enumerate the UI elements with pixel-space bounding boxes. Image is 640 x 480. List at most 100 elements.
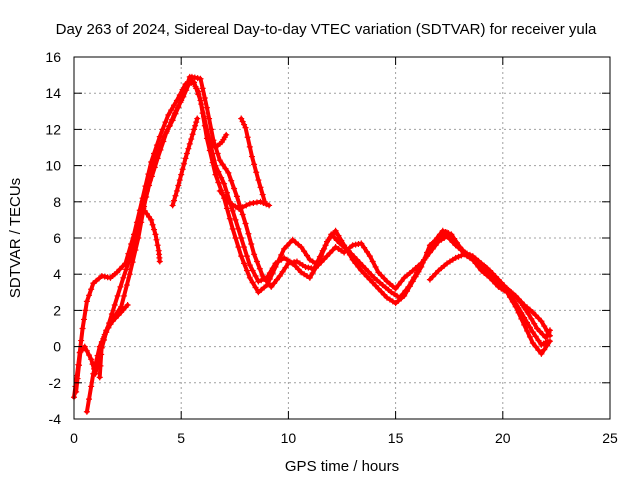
- data-point: [239, 211, 246, 218]
- data-point: [201, 113, 208, 120]
- data-point: [512, 300, 519, 307]
- data-point: [535, 337, 542, 344]
- data-point: [428, 244, 435, 251]
- data-point: [100, 335, 107, 342]
- data-point: [518, 309, 525, 316]
- data-point: [546, 327, 553, 334]
- data-point: [221, 180, 228, 187]
- data-point: [233, 193, 240, 200]
- data-point: [352, 260, 359, 267]
- data-point: [116, 266, 123, 273]
- data-point: [162, 119, 169, 126]
- data-point: [239, 118, 246, 125]
- data-point: [114, 292, 121, 299]
- data-point: [529, 339, 536, 346]
- data-point: [354, 256, 361, 263]
- data-point: [466, 253, 473, 260]
- series-track-10: [426, 251, 551, 348]
- data-point: [235, 225, 242, 232]
- data-point: [86, 292, 93, 299]
- data-point: [166, 123, 173, 130]
- data-point: [524, 319, 531, 326]
- data-point: [119, 263, 126, 270]
- data-point: [358, 267, 365, 274]
- data-point: [532, 343, 539, 350]
- data-point: [88, 356, 95, 363]
- data-series: [71, 73, 553, 415]
- series-line: [97, 303, 130, 380]
- data-point: [79, 325, 86, 332]
- data-point: [83, 298, 90, 305]
- y-tick-label: -4: [49, 411, 62, 427]
- data-point: [199, 85, 206, 92]
- data-point: [228, 177, 235, 184]
- data-point: [261, 198, 268, 205]
- data-point: [222, 195, 229, 202]
- series-line: [239, 116, 267, 204]
- data-point: [375, 285, 382, 292]
- data-point: [163, 130, 170, 137]
- data-point: [104, 274, 111, 281]
- data-point: [534, 325, 541, 332]
- series-track-6: [169, 115, 201, 209]
- y-tick-label: 14: [45, 85, 61, 101]
- data-point: [396, 294, 403, 301]
- data-point: [103, 327, 110, 334]
- data-point: [445, 230, 452, 237]
- data-point: [181, 160, 188, 167]
- series-track-5: [141, 207, 163, 265]
- data-point: [541, 346, 548, 353]
- data-point: [192, 122, 199, 129]
- data-point: [88, 286, 95, 293]
- data-point: [416, 264, 423, 271]
- data-point: [398, 278, 405, 285]
- data-point: [464, 252, 471, 259]
- data-point: [323, 253, 330, 260]
- data-point: [159, 126, 166, 133]
- data-point: [244, 134, 251, 141]
- data-point: [109, 318, 116, 325]
- data-point: [126, 271, 133, 278]
- data-point: [255, 177, 262, 184]
- data-point: [76, 362, 83, 369]
- data-point: [188, 136, 195, 143]
- data-point: [539, 331, 546, 338]
- data-point: [366, 253, 373, 260]
- data-point: [98, 339, 105, 346]
- data-point: [151, 164, 158, 171]
- data-point: [198, 101, 205, 108]
- data-point: [175, 182, 182, 189]
- data-point: [208, 126, 215, 133]
- data-point: [238, 115, 245, 122]
- data-point: [526, 333, 533, 340]
- data-point: [361, 270, 368, 277]
- data-point: [229, 207, 236, 214]
- data-point: [152, 231, 159, 238]
- data-point: [456, 244, 463, 251]
- data-point: [238, 253, 245, 260]
- data-point: [308, 265, 315, 272]
- data-point: [252, 284, 259, 291]
- data-point: [251, 161, 258, 168]
- data-point: [212, 162, 219, 169]
- data-point: [255, 278, 262, 285]
- data-point: [266, 202, 273, 209]
- data-point: [419, 259, 426, 266]
- data-point: [414, 269, 421, 276]
- data-point: [402, 287, 409, 294]
- data-point: [146, 182, 153, 189]
- data-point: [381, 291, 388, 298]
- y-tick-label: 0: [53, 339, 61, 355]
- data-point: [516, 298, 523, 305]
- data-point: [475, 260, 482, 267]
- data-point: [408, 279, 415, 286]
- data-point: [538, 350, 545, 357]
- data-point: [250, 200, 257, 207]
- data-point: [171, 102, 178, 109]
- data-point: [429, 273, 436, 280]
- data-point: [248, 153, 255, 160]
- data-point: [532, 312, 539, 319]
- data-point: [168, 107, 175, 114]
- data-point: [197, 75, 204, 82]
- data-point: [83, 408, 90, 415]
